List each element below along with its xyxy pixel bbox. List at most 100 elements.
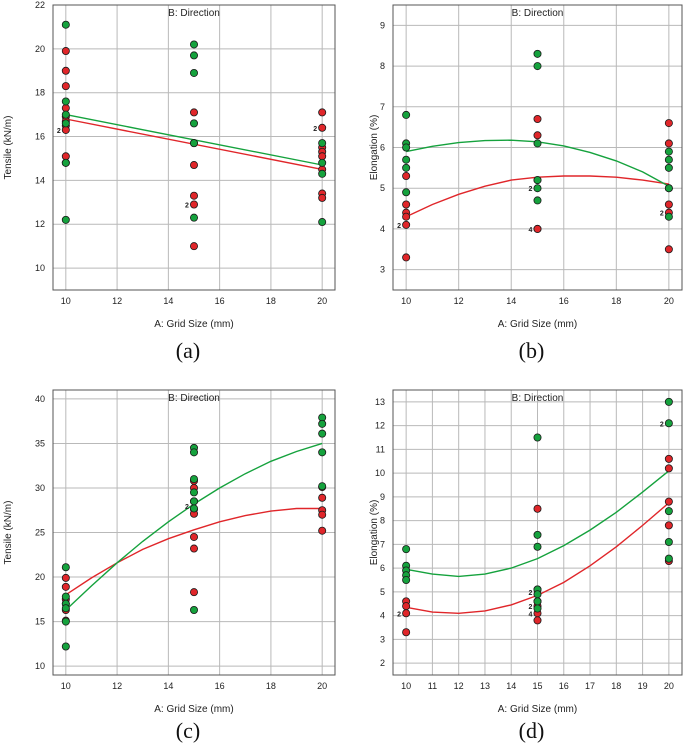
y-axis-label: Tensile (kN/m) (3, 501, 14, 565)
data-point-green (533, 139, 542, 148)
data-point-red (533, 115, 542, 124)
x-tick-label: 10 (61, 296, 71, 306)
data-point-green (61, 592, 70, 601)
data-point-red (533, 224, 542, 233)
data-point-green (664, 184, 673, 193)
y-tick-label: 13 (375, 397, 385, 407)
replicate-count-label: 4 (529, 227, 533, 234)
data-point-green (402, 576, 411, 585)
y-tick-label: 2 (380, 658, 385, 668)
data-point-green (533, 184, 542, 193)
data-point-green (533, 604, 542, 613)
data-point-green (61, 110, 70, 119)
data-point-green (533, 176, 542, 185)
plot-frame (52, 389, 336, 676)
data-point-red (61, 66, 70, 75)
x-tick-label: 19 (638, 681, 648, 691)
data-point-green (664, 163, 673, 172)
data-point-red (402, 602, 411, 611)
x-tick-label: 13 (480, 681, 490, 691)
x-tick-label: 20 (317, 681, 327, 691)
data-point-green (402, 155, 411, 164)
data-point-red (189, 242, 198, 251)
chart-panel-c: 10 12 14 16 18 20 10 15 20 25 30 35 40 B: Direction A:… (3, 389, 336, 743)
data-point-green (189, 448, 198, 457)
data-point-green (189, 68, 198, 77)
data-point-red (664, 245, 673, 254)
panel-caption: (a) (176, 338, 200, 363)
data-point-red (61, 125, 70, 134)
x-tick-label: 12 (454, 296, 464, 306)
y-tick-label: 6 (380, 143, 385, 153)
y-tick-label: 25 (35, 528, 45, 538)
data-point-green (61, 604, 70, 613)
y-tick-label: 4 (380, 611, 385, 621)
y-tick-label: 20 (35, 44, 45, 54)
chart-title: B: Direction (512, 8, 564, 19)
data-point-red (189, 108, 198, 117)
x-tick-label: 11 (428, 681, 437, 691)
replicate-count-label: 2 (185, 504, 189, 511)
x-tick-label: 12 (112, 296, 122, 306)
y-tick-label: 10 (375, 468, 385, 478)
y-tick-label: 3 (380, 634, 385, 644)
data-point-green (664, 507, 673, 516)
data-point-green (664, 147, 673, 156)
y-tick-label: 9 (380, 492, 385, 502)
data-point-red (664, 119, 673, 128)
data-point-red (189, 200, 198, 209)
data-point-green (318, 139, 327, 148)
x-tick-label: 12 (454, 681, 464, 691)
data-point-green (402, 545, 411, 554)
x-axis-label: A: Grid Size (mm) (498, 704, 577, 715)
x-tick-label: 14 (163, 681, 173, 691)
x-axis-label: A: Grid Size (mm) (154, 704, 233, 715)
y-axis-label: Elongation (%) (369, 115, 380, 181)
data-point-green (61, 20, 70, 29)
x-tick-label: 20 (664, 681, 674, 691)
data-point-red (189, 161, 198, 170)
data-point-green (189, 119, 198, 128)
panel-caption: (d) (519, 718, 545, 743)
x-tick-label: 15 (532, 681, 542, 691)
y-tick-label: 18 (35, 88, 45, 98)
data-point-red (61, 47, 70, 56)
y-tick-label: 10 (35, 263, 45, 273)
data-point-green (533, 49, 542, 58)
data-point-green (533, 590, 542, 599)
data-point-red (61, 573, 70, 582)
data-point-green (61, 617, 70, 626)
y-tick-label: 35 (35, 438, 45, 448)
data-point-green (189, 605, 198, 614)
chart-title: B: Direction (512, 393, 564, 404)
data-point-red (402, 609, 411, 618)
x-tick-label: 14 (506, 681, 516, 691)
data-point-red (402, 220, 411, 229)
y-tick-label: 22 (35, 0, 45, 10)
replicate-count-label: 2 (529, 590, 533, 597)
data-point-green (664, 419, 673, 428)
x-tick-label: 16 (215, 681, 225, 691)
x-tick-label: 18 (611, 681, 621, 691)
data-point-green (318, 448, 327, 457)
fit-line-red (65, 507, 323, 596)
y-tick-label: 40 (35, 394, 45, 404)
data-point-red (61, 582, 70, 591)
panel-caption: (b) (519, 338, 545, 363)
data-point-green (402, 163, 411, 172)
data-point-red (402, 212, 411, 221)
data-point-green (189, 213, 198, 222)
data-point-green (189, 504, 198, 513)
y-tick-label: 12 (35, 219, 45, 229)
data-point-green (533, 62, 542, 71)
replicate-count-label: 2 (57, 128, 61, 135)
plot-frame (392, 389, 683, 676)
data-point-red (533, 504, 542, 513)
y-tick-label: 12 (375, 421, 385, 431)
data-point-red (189, 588, 198, 597)
x-tick-label: 14 (506, 296, 516, 306)
y-tick-label: 5 (380, 587, 385, 597)
x-tick-label: 18 (266, 681, 276, 691)
replicate-count-label: 2 (397, 223, 401, 230)
data-point-red (318, 152, 327, 161)
